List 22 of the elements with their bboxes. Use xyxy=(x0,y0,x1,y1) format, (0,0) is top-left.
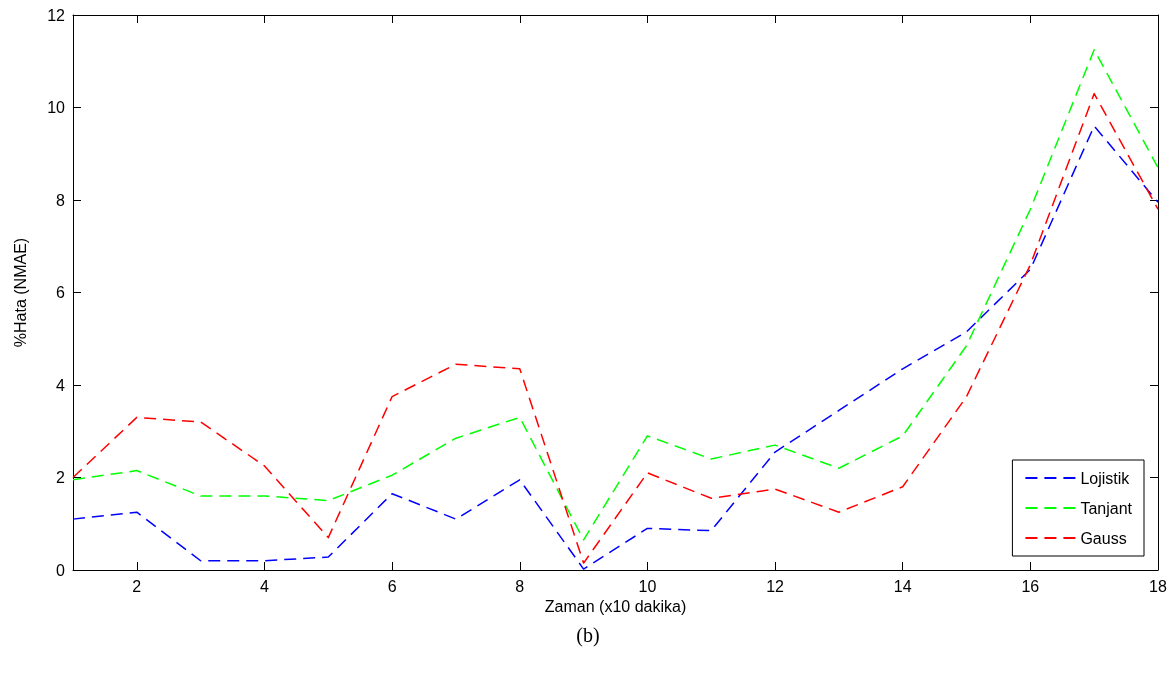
x-tick-label: 18 xyxy=(1149,577,1167,595)
x-tick-label: 4 xyxy=(260,577,270,595)
x-tick-label: 2 xyxy=(132,577,142,595)
y-tick-label: 4 xyxy=(56,376,66,394)
x-tick-label: 14 xyxy=(893,577,912,595)
text: (b) xyxy=(576,624,600,647)
legend-label: Tanjant xyxy=(1080,499,1133,517)
x-tick-label: 6 xyxy=(387,577,397,595)
y-axis-title: %Hata (NMAE) xyxy=(11,237,29,348)
y-tick-label: 12 xyxy=(47,6,66,24)
x-tick-label: 8 xyxy=(515,577,525,595)
x-tick-label: 12 xyxy=(766,577,785,595)
y-tick-label: 8 xyxy=(56,191,66,209)
y-tick-label: 2 xyxy=(56,469,66,486)
x-tick-label: 10 xyxy=(638,577,657,595)
x-tick-label: 16 xyxy=(1021,577,1040,595)
x-axis-title: Zaman (x10 dakika) xyxy=(544,598,687,616)
legend-label: Gauss xyxy=(1080,529,1127,547)
y-tick-label: 10 xyxy=(47,99,66,116)
y-tick-label: 0 xyxy=(56,561,66,579)
y-tick-label: 6 xyxy=(56,284,66,301)
legend-label: Lojistik xyxy=(1080,469,1131,487)
